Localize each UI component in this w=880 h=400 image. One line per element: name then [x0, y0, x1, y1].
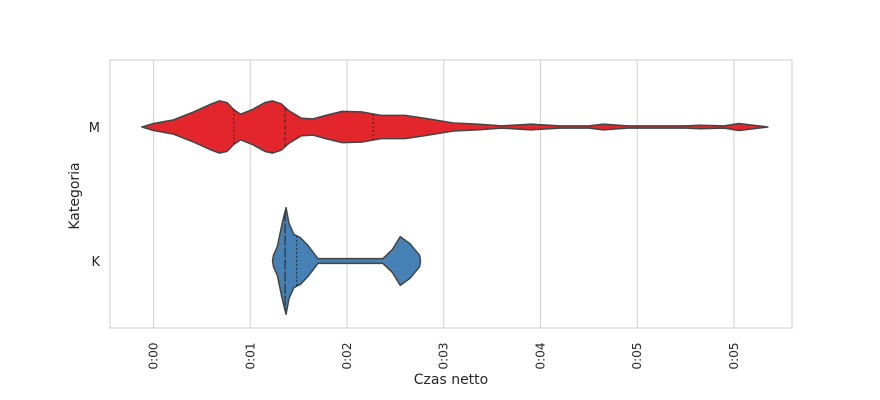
x-tick-label: 0:05 — [727, 343, 741, 370]
y-tick-label: K — [91, 255, 100, 270]
x-tick-label: 0:01 — [243, 343, 257, 370]
y-tick-labels: MK — [89, 121, 101, 270]
x-tick-label: 0:02 — [340, 343, 354, 370]
x-gridlines — [153, 60, 735, 328]
y-tick-label: M — [89, 121, 100, 136]
violin-M — [141, 100, 769, 154]
y-axis-title: Kategoria — [67, 162, 83, 229]
x-tick-labels: 0:00 0:01 0:02 0:03 0:04 0:05 0:05 — [147, 343, 741, 370]
x-tick-label: 0:05 — [630, 343, 644, 370]
x-tick-label: 0:00 — [147, 343, 161, 370]
x-tick-label: 0:04 — [533, 343, 547, 370]
violin-K — [271, 206, 422, 316]
x-tick-label: 0:03 — [437, 343, 451, 370]
plot-area — [109, 59, 793, 329]
x-axis-title: Czas netto — [414, 372, 488, 388]
violins — [141, 100, 769, 316]
